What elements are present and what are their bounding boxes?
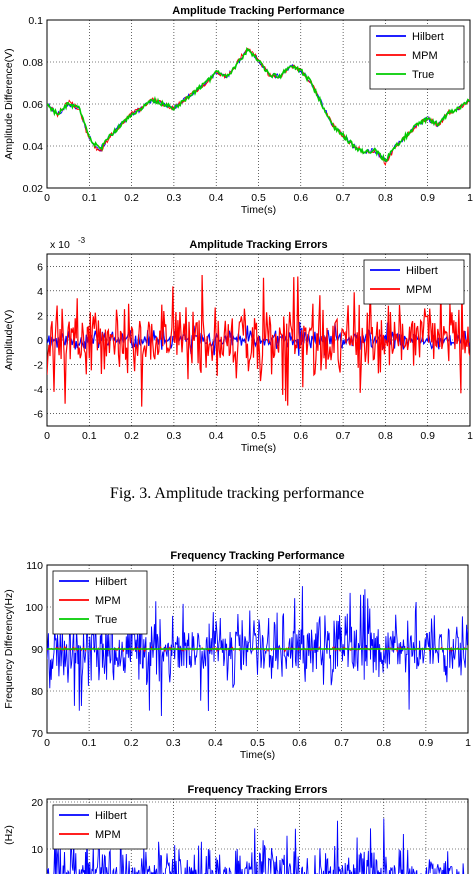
legend: Hilbert MPM True [52,570,148,635]
x-tick-label: 0.5 [251,192,266,204]
x-tick-label: 0.9 [420,192,435,204]
y-axis-label: (Hz) [3,825,15,845]
chart-title: Frequency Tracking Performance [170,550,344,562]
axis-exponent-power: -3 [78,236,86,245]
x-tick-label: 0.1 [82,192,97,204]
legend-label-mpm: MPM [412,50,438,62]
legend-label-hilbert: Hilbert [95,576,127,588]
y-axis-label: Frequency Differency(Hz) [3,589,15,708]
chart-4: Frequency Tracking Errors 10 20 (Hz) Hilbert… [3,784,469,874]
x-tick-label: 1 [465,737,471,749]
x-tick-label: 0.3 [167,430,182,442]
x-axis-label: Time(s) [241,442,276,454]
y-tick-label: -4 [34,384,43,396]
gridlines [47,799,468,874]
legend-label-hilbert: Hilbert [95,810,127,822]
y-tick-label: 0.02 [23,183,44,195]
legend: Hilbert MPM [363,259,465,305]
x-axis-label: Time(s) [241,204,276,216]
x-tick-label: 0.1 [82,430,97,442]
y-tick-label: 6 [37,261,43,273]
y-tick-label: 0.1 [28,15,43,27]
series-line-mpm [47,645,468,653]
y-tick-label: 0.08 [23,57,44,69]
x-tick-label: 0 [44,737,50,749]
chart-title: Frequency Tracking Errors [188,784,328,796]
x-tick-label: 0.7 [336,430,351,442]
y-tick-label: 2 [37,310,43,322]
legend-box [363,259,465,305]
x-tick-label: 0.2 [124,192,139,204]
legend-label-mpm: MPM [95,829,121,841]
x-tick-label: 0.4 [209,192,224,204]
series-line-hilbert [47,583,468,717]
x-tick-label: 0.6 [292,737,307,749]
legend-label-true: True [95,614,117,626]
y-tick-label: -6 [34,409,43,421]
y-tick-label: 80 [31,686,43,698]
chart-2: Amplitude Tracking Errors 0 0.1 0.2 0.3 0.4 0.… [3,236,473,454]
x-tick-label: 0.9 [419,737,434,749]
y-tick-label: 0.04 [23,141,44,153]
chart-title: Amplitude Tracking Errors [189,239,327,251]
y-tick-label: 70 [31,728,43,740]
x-tick-label: 0.4 [208,737,223,749]
figure-caption: Fig. 3. Amplitude tracking performance [109,485,365,502]
x-tick-label: 0.6 [293,430,308,442]
chart-1: Amplitude Tracking Performance 0 0.1 0.2 0.3… [3,5,473,216]
x-tick-label: 0.2 [124,737,139,749]
y-tick-label: 4 [37,286,43,298]
chart-title: Amplitude Tracking Performance [172,5,344,17]
x-tick-label: 0.5 [250,737,265,749]
legend-label-hilbert: Hilbert [406,265,438,277]
y-tick-label: 110 [26,560,43,572]
series-line-true [47,46,470,163]
x-tick-label: 0.5 [251,430,266,442]
x-tick-label: 0.6 [293,192,308,204]
x-tick-label: 0 [44,192,50,204]
x-tick-label: 1 [467,192,473,204]
x-tick-label: 0.8 [378,192,393,204]
x-tick-label: 0.4 [209,430,224,442]
series-group [47,46,470,166]
y-tick-label: 0 [37,335,43,347]
legend: Hilbert MPM [52,804,148,850]
x-axis-label: Time(s) [240,749,275,761]
x-tick-label: 0.7 [336,192,351,204]
x-tick-label: 0.3 [167,192,182,204]
x-tick-label: 0 [44,430,50,442]
y-tick-label: 10 [31,844,43,856]
chart-3: Frequency Tracking Performance 0 0.1 0.2 0.3… [3,550,471,761]
y-tick-label: -2 [34,360,43,372]
legend-label-mpm: MPM [95,595,121,607]
legend-label-mpm: MPM [406,284,432,296]
series-group [47,583,468,717]
x-tick-label: 0.8 [376,737,391,749]
y-axis-label: Amplitude Difference(V) [3,48,15,159]
x-tick-label: 0.9 [420,430,435,442]
legend-box [52,804,148,850]
series-group [47,274,470,407]
x-tick-label: 1 [467,430,473,442]
series-line-mpm [47,274,470,407]
y-tick-label: 20 [31,797,43,809]
x-tick-label: 0.3 [166,737,181,749]
x-tick-label: 0.8 [378,430,393,442]
legend-label-true: True [412,69,434,81]
y-tick-label: 100 [25,602,43,614]
axis-exponent-label: x 10 [50,239,70,251]
y-tick-label: 0.06 [23,99,44,111]
y-tick-label: 90 [31,644,43,656]
x-tick-label: 0.1 [82,737,97,749]
x-tick-label: 0.7 [334,737,349,749]
y-axis-label: Amplitude(V) [3,310,15,371]
x-tick-label: 0.2 [124,430,139,442]
legend-label-hilbert: Hilbert [412,31,444,43]
legend: Hilbert MPM True [369,25,465,90]
